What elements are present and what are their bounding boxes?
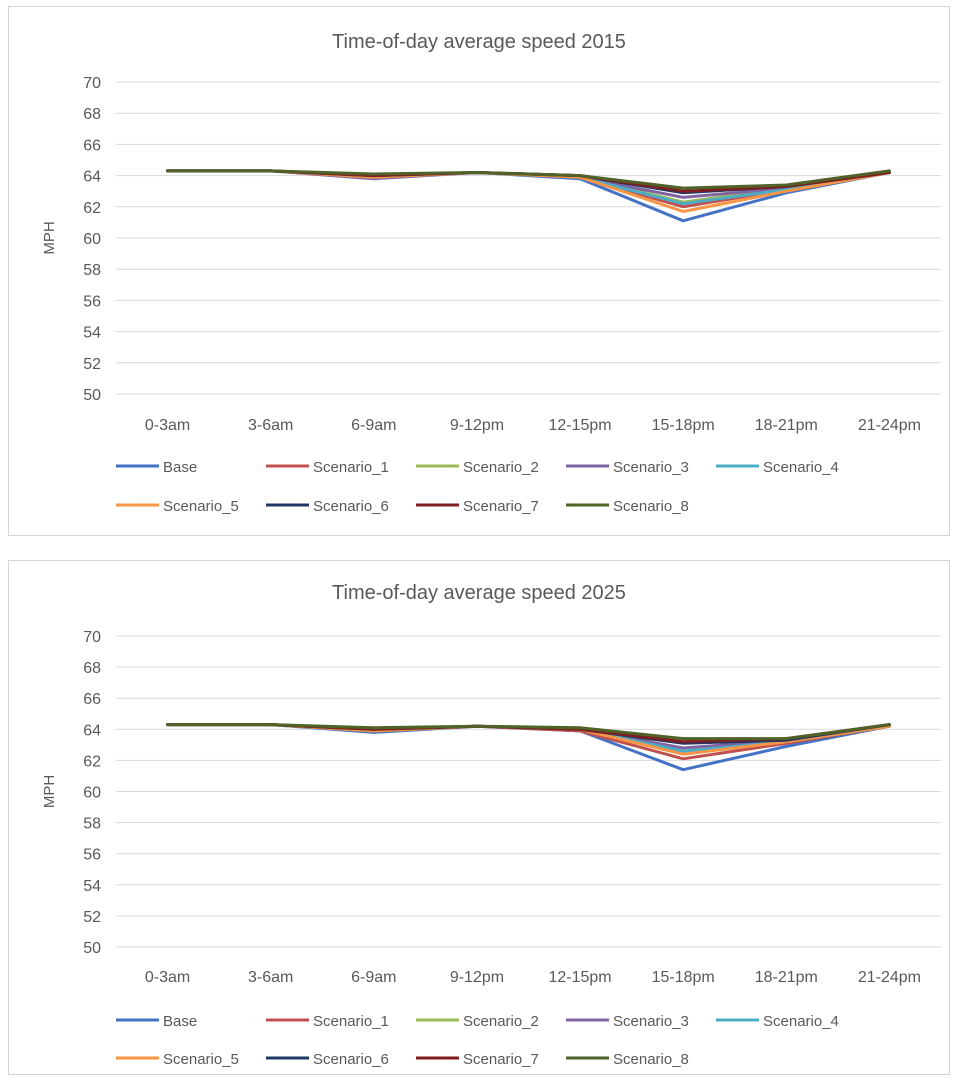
line-chart-2015: Time-of-day average speed 2015 MPH 50 52 54 5… — [41, 31, 941, 515]
x-tick-label: 18-21pm — [755, 417, 818, 434]
x-tick-label: 6-9am — [351, 417, 396, 434]
legend-label: Scenario_4 — [763, 1013, 839, 1030]
y-tick-label: 70 — [83, 629, 101, 646]
legend-label: Scenario_8 — [613, 498, 689, 515]
y-tick-label: 66 — [83, 691, 101, 708]
y-tick-label: 52 — [83, 909, 101, 926]
y-tick-label: 70 — [83, 75, 101, 92]
legend-label: Scenario_2 — [463, 459, 539, 476]
legend-label: Scenario_7 — [463, 1051, 539, 1068]
x-tick-label: 12-15pm — [548, 417, 611, 434]
y-tick-label: 54 — [83, 878, 101, 895]
y-tick-label: 62 — [83, 753, 101, 770]
x-tick-label: 9-12pm — [450, 417, 504, 434]
x-tick-label: 15-18pm — [652, 969, 715, 986]
legend-label: Scenario_5 — [163, 498, 239, 515]
legend-label: Scenario_6 — [313, 498, 389, 515]
x-tick-label: 18-21pm — [755, 969, 818, 986]
y-axis-label: MPH — [41, 221, 58, 254]
x-tick-label: 12-15pm — [548, 969, 611, 986]
y-tick-label: 62 — [83, 200, 101, 217]
y-tick-label: 60 — [83, 785, 101, 802]
x-tick-label: 21-24pm — [858, 969, 921, 986]
series-line-scenario_8 — [166, 169, 891, 190]
legend-label: Scenario_4 — [763, 459, 839, 476]
y-tick-label: 54 — [83, 325, 101, 342]
series-line-scenario_8 — [166, 723, 891, 741]
y-tick-label: 56 — [83, 293, 101, 310]
y-tick-label: 64 — [83, 169, 101, 186]
y-tick-label: 56 — [83, 847, 101, 864]
x-tick-label: 9-12pm — [450, 969, 504, 986]
y-tick-label: 68 — [83, 106, 101, 123]
chart-title: Time-of-day average speed 2015 — [332, 31, 626, 53]
x-tick-label: 6-9am — [351, 969, 396, 986]
series-line-base — [166, 169, 891, 223]
y-tick-label: 58 — [83, 816, 101, 833]
legend-label: Scenario_6 — [313, 1051, 389, 1068]
legend-label: Scenario_8 — [613, 1051, 689, 1068]
legend-label: Scenario_1 — [313, 459, 389, 476]
series-line-base — [166, 723, 891, 772]
y-tick-label: 60 — [83, 231, 101, 248]
x-tick-label: 21-24pm — [858, 417, 921, 434]
y-tick-label: 64 — [83, 722, 101, 739]
y-axis-label: MPH — [41, 775, 58, 808]
x-tick-label: 0-3am — [145, 969, 190, 986]
y-tick-label: 66 — [83, 137, 101, 154]
legend-label: Base — [163, 459, 197, 476]
y-tick-label: 68 — [83, 660, 101, 677]
legend-label: Scenario_3 — [613, 1013, 689, 1030]
legend-label: Base — [163, 1013, 197, 1030]
legend-label: Scenario_5 — [163, 1051, 239, 1068]
legend-label: Scenario_2 — [463, 1013, 539, 1030]
y-tick-label: 58 — [83, 262, 101, 279]
y-tick-label: 50 — [83, 940, 101, 957]
line-chart-2025: Time-of-day average speed 2025 MPH 50 52 54 5… — [41, 582, 941, 1068]
chart-panel-2025: Time-of-day average speed 2025 MPH 50 52 54 5… — [8, 560, 950, 1075]
legend-label: Scenario_7 — [463, 498, 539, 515]
x-tick-label: 3-6am — [248, 969, 293, 986]
y-tick-label: 52 — [83, 356, 101, 373]
legend-label: Scenario_3 — [613, 459, 689, 476]
x-tick-label: 15-18pm — [652, 417, 715, 434]
chart-title: Time-of-day average speed 2025 — [332, 582, 626, 604]
y-tick-label: 50 — [83, 387, 101, 404]
x-tick-label: 3-6am — [248, 417, 293, 434]
x-tick-label: 0-3am — [145, 417, 190, 434]
legend-label: Scenario_1 — [313, 1013, 389, 1030]
chart-panel-2015: Time-of-day average speed 2015 MPH 50 52 54 5… — [8, 6, 950, 536]
